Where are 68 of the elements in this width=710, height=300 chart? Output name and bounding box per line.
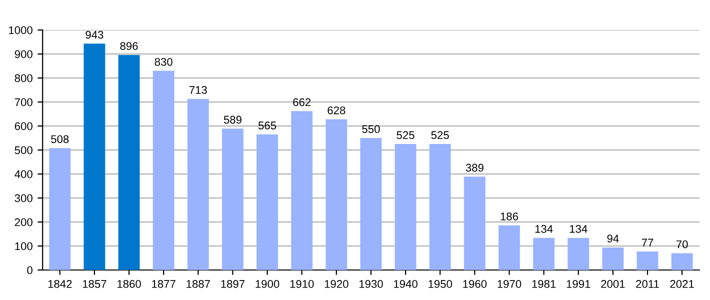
y-tick-label: 100 bbox=[15, 242, 32, 250]
data-label: 525 bbox=[431, 131, 449, 140]
x-tick-label: 2001 bbox=[601, 280, 625, 288]
bar bbox=[222, 128, 244, 270]
bar bbox=[394, 144, 416, 270]
x-tick-label: 1910 bbox=[290, 280, 314, 288]
y-tick-label: 0 bbox=[27, 266, 32, 274]
data-label: 896 bbox=[120, 42, 138, 50]
bar bbox=[152, 70, 174, 270]
data-label: 713 bbox=[189, 86, 207, 94]
data-label: 943 bbox=[86, 30, 104, 39]
x-tick-label: 1950 bbox=[428, 280, 452, 288]
bar bbox=[118, 54, 140, 270]
x-tick-label: 1920 bbox=[324, 280, 348, 288]
bar bbox=[256, 134, 278, 270]
y-tick-label: 800 bbox=[14, 74, 32, 82]
bar bbox=[187, 98, 209, 270]
bar bbox=[533, 238, 555, 270]
data-label: 589 bbox=[224, 116, 242, 124]
data-label: 508 bbox=[51, 135, 69, 144]
x-tick-label: 1940 bbox=[394, 280, 418, 288]
bar bbox=[671, 253, 693, 270]
bar bbox=[291, 111, 313, 270]
data-label: 94 bbox=[607, 234, 619, 242]
x-tick-label: 1860 bbox=[118, 280, 141, 288]
bar bbox=[636, 252, 658, 270]
y-tick-label: 900 bbox=[14, 50, 32, 58]
bar bbox=[602, 247, 624, 270]
x-tick-label: 1930 bbox=[359, 280, 383, 288]
x-tick-label: 2021 bbox=[670, 280, 694, 288]
y-tick-label: 700 bbox=[14, 98, 32, 106]
x-tick-label: 1900 bbox=[256, 280, 280, 288]
bar bbox=[429, 144, 451, 270]
data-label: 628 bbox=[328, 106, 346, 114]
data-label: 389 bbox=[466, 164, 484, 172]
x-tick-label: 2011 bbox=[636, 280, 659, 288]
x-tick-label: 1991 bbox=[566, 280, 590, 288]
bar bbox=[84, 44, 106, 270]
x-tick-label: 1887 bbox=[186, 280, 210, 288]
data-label: 134 bbox=[535, 225, 553, 233]
bar bbox=[464, 176, 486, 270]
x-tick-label: 1970 bbox=[498, 280, 522, 288]
bar bbox=[49, 148, 71, 270]
y-tick-label: 400 bbox=[14, 170, 32, 178]
x-tick-label: 1897 bbox=[221, 280, 245, 288]
y-tick-label: 200 bbox=[14, 218, 32, 226]
x-tick-label: 1877 bbox=[152, 280, 176, 288]
data-label: 565 bbox=[258, 122, 276, 130]
y-tick-label: 1000 bbox=[9, 26, 32, 34]
y-tick-label: 300 bbox=[14, 194, 32, 202]
x-tick-label: 1842 bbox=[48, 280, 72, 288]
data-label: 134 bbox=[570, 225, 588, 233]
data-label: 186 bbox=[500, 212, 518, 220]
bar bbox=[568, 238, 590, 270]
data-label: 525 bbox=[396, 131, 414, 140]
x-tick-label: 1960 bbox=[463, 280, 487, 288]
x-tick-label: 1857 bbox=[82, 280, 106, 288]
bar bbox=[360, 138, 382, 270]
bar bbox=[498, 225, 520, 270]
y-tick-label: 600 bbox=[14, 122, 32, 130]
data-label: 77 bbox=[642, 238, 654, 246]
x-tick-label: 1981 bbox=[532, 280, 556, 288]
y-tick-label: 500 bbox=[14, 146, 32, 154]
data-label: 70 bbox=[676, 240, 688, 248]
data-label: 662 bbox=[293, 98, 311, 106]
data-label: 830 bbox=[154, 58, 172, 66]
data-label: 550 bbox=[362, 125, 380, 134]
bar bbox=[326, 119, 348, 270]
